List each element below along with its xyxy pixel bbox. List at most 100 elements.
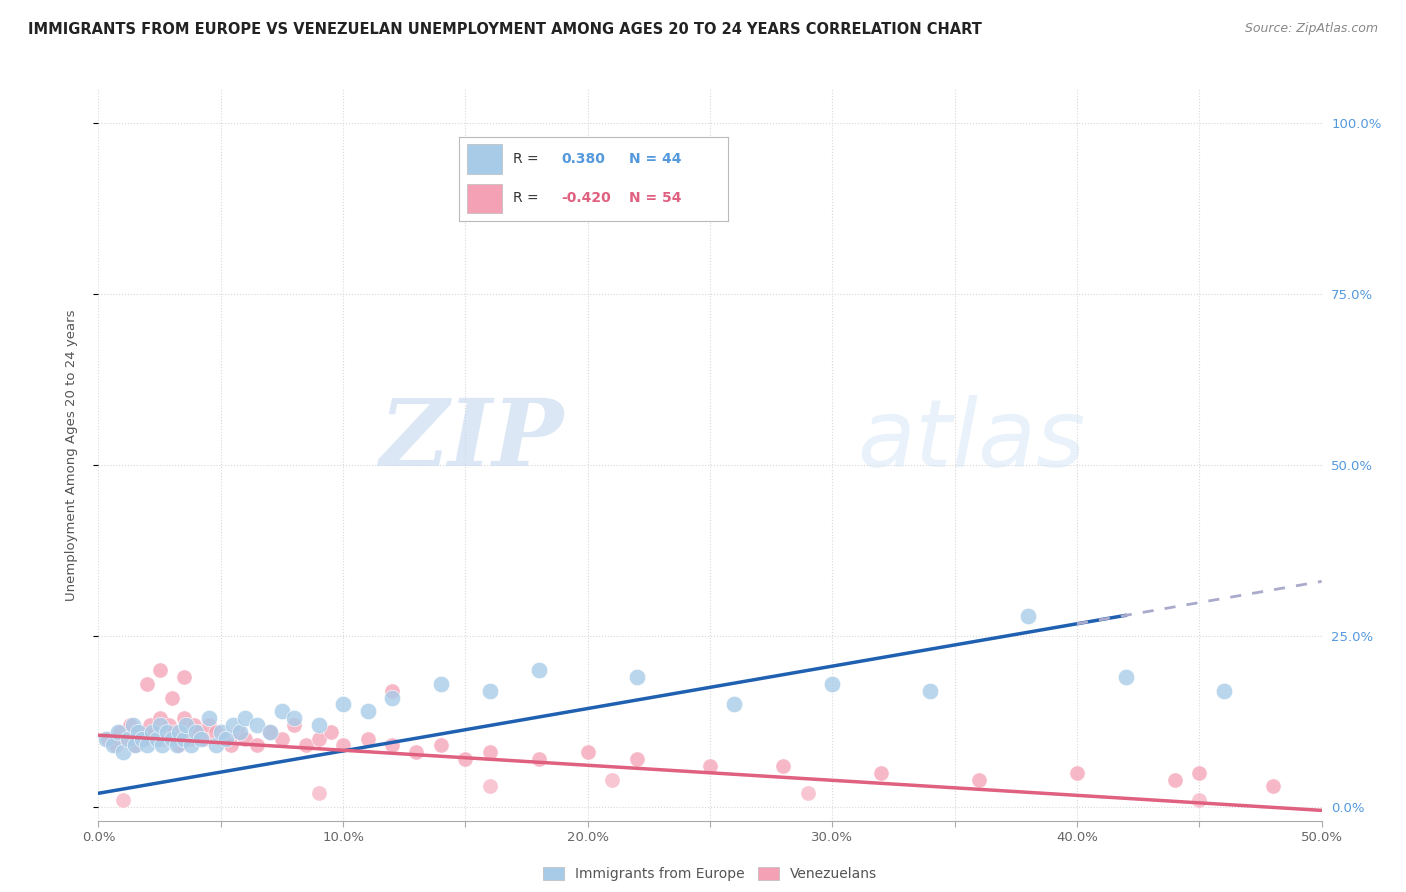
Point (117, 731, 139, 746)
Text: 0.380: 0.380 (561, 152, 606, 166)
Point (173, 670, 195, 684)
Point (356, 704, 378, 718)
Point (967, 772, 990, 787)
Point (478, 683, 501, 698)
Point (111, 793, 134, 807)
Point (772, 759, 794, 773)
Point (1261, 780, 1284, 794)
Point (222, 718, 245, 732)
Point (173, 731, 195, 746)
Point (160, 731, 183, 746)
Point (153, 731, 176, 746)
Point (146, 731, 169, 746)
Point (111, 745, 134, 759)
Point (134, 731, 156, 746)
Point (308, 718, 330, 732)
Point (821, 677, 844, 691)
Point (1188, 793, 1211, 807)
Point (101, 739, 124, 753)
Point (205, 739, 228, 753)
Point (176, 718, 198, 732)
Point (229, 724, 252, 739)
Point (283, 718, 305, 732)
Point (381, 690, 404, 705)
Point (197, 711, 219, 725)
Point (430, 739, 453, 753)
Point (121, 718, 143, 732)
Point (1066, 765, 1088, 780)
Point (197, 718, 219, 732)
Point (214, 731, 236, 746)
Point (94, 731, 117, 746)
Point (233, 711, 256, 725)
Text: R =: R = (513, 191, 538, 205)
Point (405, 745, 427, 759)
Point (270, 704, 294, 718)
Point (381, 739, 404, 753)
Point (1212, 683, 1234, 698)
Point (723, 698, 745, 712)
Point (157, 718, 180, 732)
Text: -0.420: -0.420 (561, 191, 612, 205)
Text: Source: ZipAtlas.com: Source: ZipAtlas.com (1244, 22, 1378, 36)
Point (180, 739, 202, 753)
Point (149, 711, 172, 725)
Point (139, 718, 162, 732)
Point (136, 677, 159, 691)
Point (193, 731, 215, 746)
FancyBboxPatch shape (467, 184, 502, 213)
Text: N = 44: N = 44 (628, 152, 682, 166)
Y-axis label: Unemployment Among Ages 20 to 24 years: Unemployment Among Ages 20 to 24 years (65, 310, 77, 600)
Point (167, 724, 190, 739)
Point (626, 670, 648, 684)
FancyBboxPatch shape (467, 145, 502, 174)
Point (527, 663, 550, 677)
Point (219, 739, 242, 753)
Point (308, 786, 330, 800)
Point (626, 752, 648, 766)
Point (131, 731, 153, 746)
Text: IMMIGRANTS FROM EUROPE VS VENEZUELAN UNEMPLOYMENT AMONG AGES 20 TO 24 YEARS CORR: IMMIGRANTS FROM EUROPE VS VENEZUELAN UNE… (28, 22, 981, 37)
Point (527, 752, 550, 766)
Point (150, 739, 173, 753)
Point (319, 724, 342, 739)
Point (430, 677, 453, 691)
Point (173, 711, 195, 725)
Point (381, 683, 404, 698)
Point (1164, 772, 1187, 787)
Point (797, 786, 820, 800)
Point (110, 724, 132, 739)
Point (149, 718, 172, 732)
Point (120, 718, 142, 732)
Point (124, 739, 146, 753)
Point (107, 724, 129, 739)
Point (1115, 670, 1137, 684)
Point (97, 731, 120, 746)
Point (160, 690, 183, 705)
Point (920, 683, 942, 698)
Point (332, 698, 354, 712)
Text: R =: R = (513, 152, 538, 166)
Point (270, 731, 294, 746)
Point (332, 739, 354, 753)
Text: ZIP: ZIP (380, 395, 564, 485)
Point (186, 724, 208, 739)
Point (576, 745, 599, 759)
Point (149, 663, 172, 677)
Point (136, 739, 159, 753)
Point (143, 724, 166, 739)
Point (156, 724, 179, 739)
Point (226, 724, 249, 739)
Point (212, 731, 235, 746)
Point (127, 724, 149, 739)
Point (478, 780, 501, 794)
Point (205, 724, 228, 739)
Text: N = 54: N = 54 (628, 191, 682, 205)
Point (190, 731, 212, 746)
Point (177, 731, 200, 746)
Point (104, 739, 127, 753)
Point (259, 724, 281, 739)
Point (246, 739, 269, 753)
Point (308, 731, 330, 746)
Point (114, 731, 136, 746)
